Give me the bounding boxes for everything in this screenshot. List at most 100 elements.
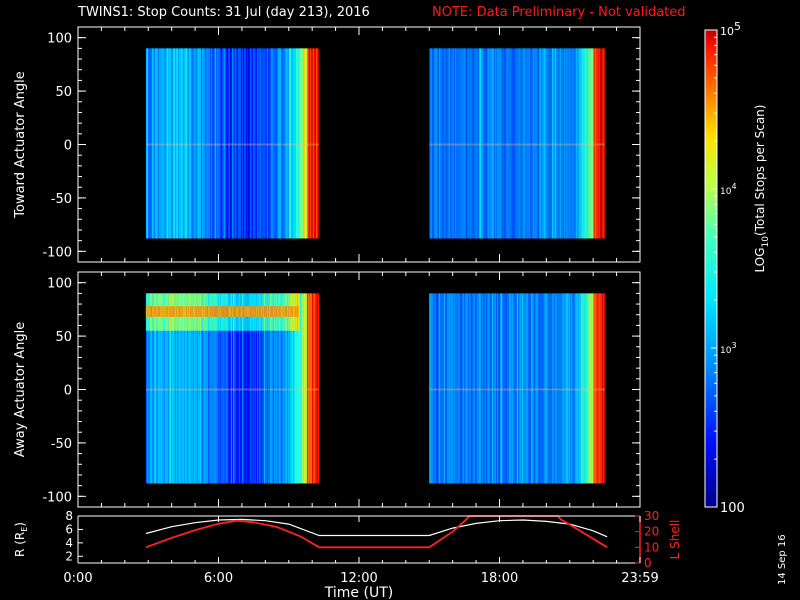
heatmap-column-hot-band xyxy=(297,306,300,317)
heatmap-column xyxy=(229,48,232,239)
heatmap-column xyxy=(535,293,537,484)
heatmap-column xyxy=(163,48,166,239)
heatmap-column xyxy=(290,48,293,239)
heatmap-column xyxy=(501,293,503,484)
heatmap-column xyxy=(447,293,449,484)
heatmap-column xyxy=(492,48,494,239)
heatmap-column xyxy=(242,48,245,239)
heatmap-column xyxy=(546,48,548,239)
heatmap-column-hot-band xyxy=(256,306,259,317)
heatmap-column xyxy=(299,48,302,239)
heatmap-column xyxy=(247,48,250,239)
heatmap-column xyxy=(444,293,446,484)
heatmap-column-hot-band xyxy=(250,306,253,317)
heatmap-column xyxy=(542,48,544,239)
heatmap-column xyxy=(317,48,320,239)
heatmap-column xyxy=(184,48,187,239)
heatmap-column xyxy=(577,48,579,239)
heatmap-column xyxy=(510,293,512,484)
heatmap-column-hot-band xyxy=(199,306,202,317)
date-stamp: 14 Sep 16 xyxy=(777,534,788,585)
heatmap-column xyxy=(177,48,180,239)
heatmap-column xyxy=(147,293,150,484)
heatmap-column xyxy=(559,293,561,484)
heatmap-column xyxy=(249,48,252,239)
heatmap-column xyxy=(295,48,298,239)
heatmap-column xyxy=(579,48,581,239)
heatmap-column xyxy=(284,48,287,239)
heatmap-column-hot-band xyxy=(197,306,200,317)
heatmap-column xyxy=(466,293,468,484)
heatmap-column-hot-band xyxy=(164,306,167,317)
left-label-sub: E xyxy=(20,527,29,532)
heatmap-column xyxy=(271,48,274,239)
y-tick-label: 50 xyxy=(55,330,72,345)
heatmap-column xyxy=(173,293,176,484)
heatmap-column xyxy=(313,48,316,239)
heatmap-column xyxy=(511,293,513,484)
heatmap-column xyxy=(429,48,431,239)
heatmap-column-hot-band xyxy=(262,306,265,317)
heatmap-column xyxy=(251,293,254,484)
y-tick-label: -100 xyxy=(42,490,72,505)
heatmap-column xyxy=(206,293,209,484)
heatmap-column xyxy=(555,293,557,484)
heatmap-column xyxy=(514,293,516,484)
heatmap-column xyxy=(180,293,183,484)
heatmap-column xyxy=(444,48,446,239)
heatmap-column xyxy=(254,293,257,484)
heatmap-column xyxy=(156,48,159,239)
heatmap-column xyxy=(302,293,305,484)
heatmap-column xyxy=(478,293,480,484)
heatmap-column xyxy=(451,293,453,484)
heatmap-column xyxy=(527,293,529,484)
heatmap-column xyxy=(450,293,452,484)
y-axis-label: Toward Actuator Angle xyxy=(13,71,28,218)
heatmap-column xyxy=(581,48,583,239)
heatmap-column-hot-band xyxy=(179,306,182,317)
heatmap-column xyxy=(289,293,292,484)
heatmap-column xyxy=(221,293,224,484)
heatmap-column xyxy=(536,293,538,484)
heatmap-column xyxy=(296,293,299,484)
heatmap-column xyxy=(601,48,603,239)
heatmap-column xyxy=(572,48,574,239)
heatmap-column xyxy=(462,293,464,484)
heatmap-column xyxy=(585,293,587,484)
heatmap-column xyxy=(155,48,158,239)
heatmap-column xyxy=(237,293,240,484)
heatmap-column xyxy=(569,48,571,239)
heatmap-column xyxy=(558,293,560,484)
heatmap-column xyxy=(468,293,470,484)
heatmap-column xyxy=(207,293,210,484)
l-shell-line xyxy=(145,515,608,549)
heatmap-column xyxy=(582,293,584,484)
heatmap-column xyxy=(602,48,604,239)
heatmap-column xyxy=(306,48,309,239)
heatmap-column xyxy=(598,48,600,239)
heatmap-column-hot-band xyxy=(165,306,168,317)
heatmap-column xyxy=(312,48,315,239)
heatmap-column xyxy=(535,48,537,239)
heatmap-column xyxy=(165,293,168,484)
heatmap-column xyxy=(202,293,205,484)
heatmap-column-hot-band xyxy=(264,306,267,317)
heatmap-column xyxy=(597,293,599,484)
heatmap-column xyxy=(478,48,480,239)
heatmap-column-hot-band xyxy=(272,306,275,317)
heatmap-column xyxy=(146,293,149,484)
heatmap-column xyxy=(198,48,201,239)
heatmap-column xyxy=(588,293,590,484)
heatmap-column xyxy=(498,293,500,484)
heatmap-column xyxy=(432,293,434,484)
heatmap-column xyxy=(235,48,238,239)
heatmap-column-hot-band xyxy=(213,306,216,317)
heatmap-column-hot-band xyxy=(231,306,234,317)
heatmap-column xyxy=(155,293,158,484)
colorbar-label-post: (Total Stops per Scan) xyxy=(753,105,767,236)
chart-title: TWINS1: Stop Counts: 31 Jul (day 213), 2… xyxy=(78,5,370,20)
heatmap-column xyxy=(599,293,601,484)
heatmap-column xyxy=(277,48,280,239)
